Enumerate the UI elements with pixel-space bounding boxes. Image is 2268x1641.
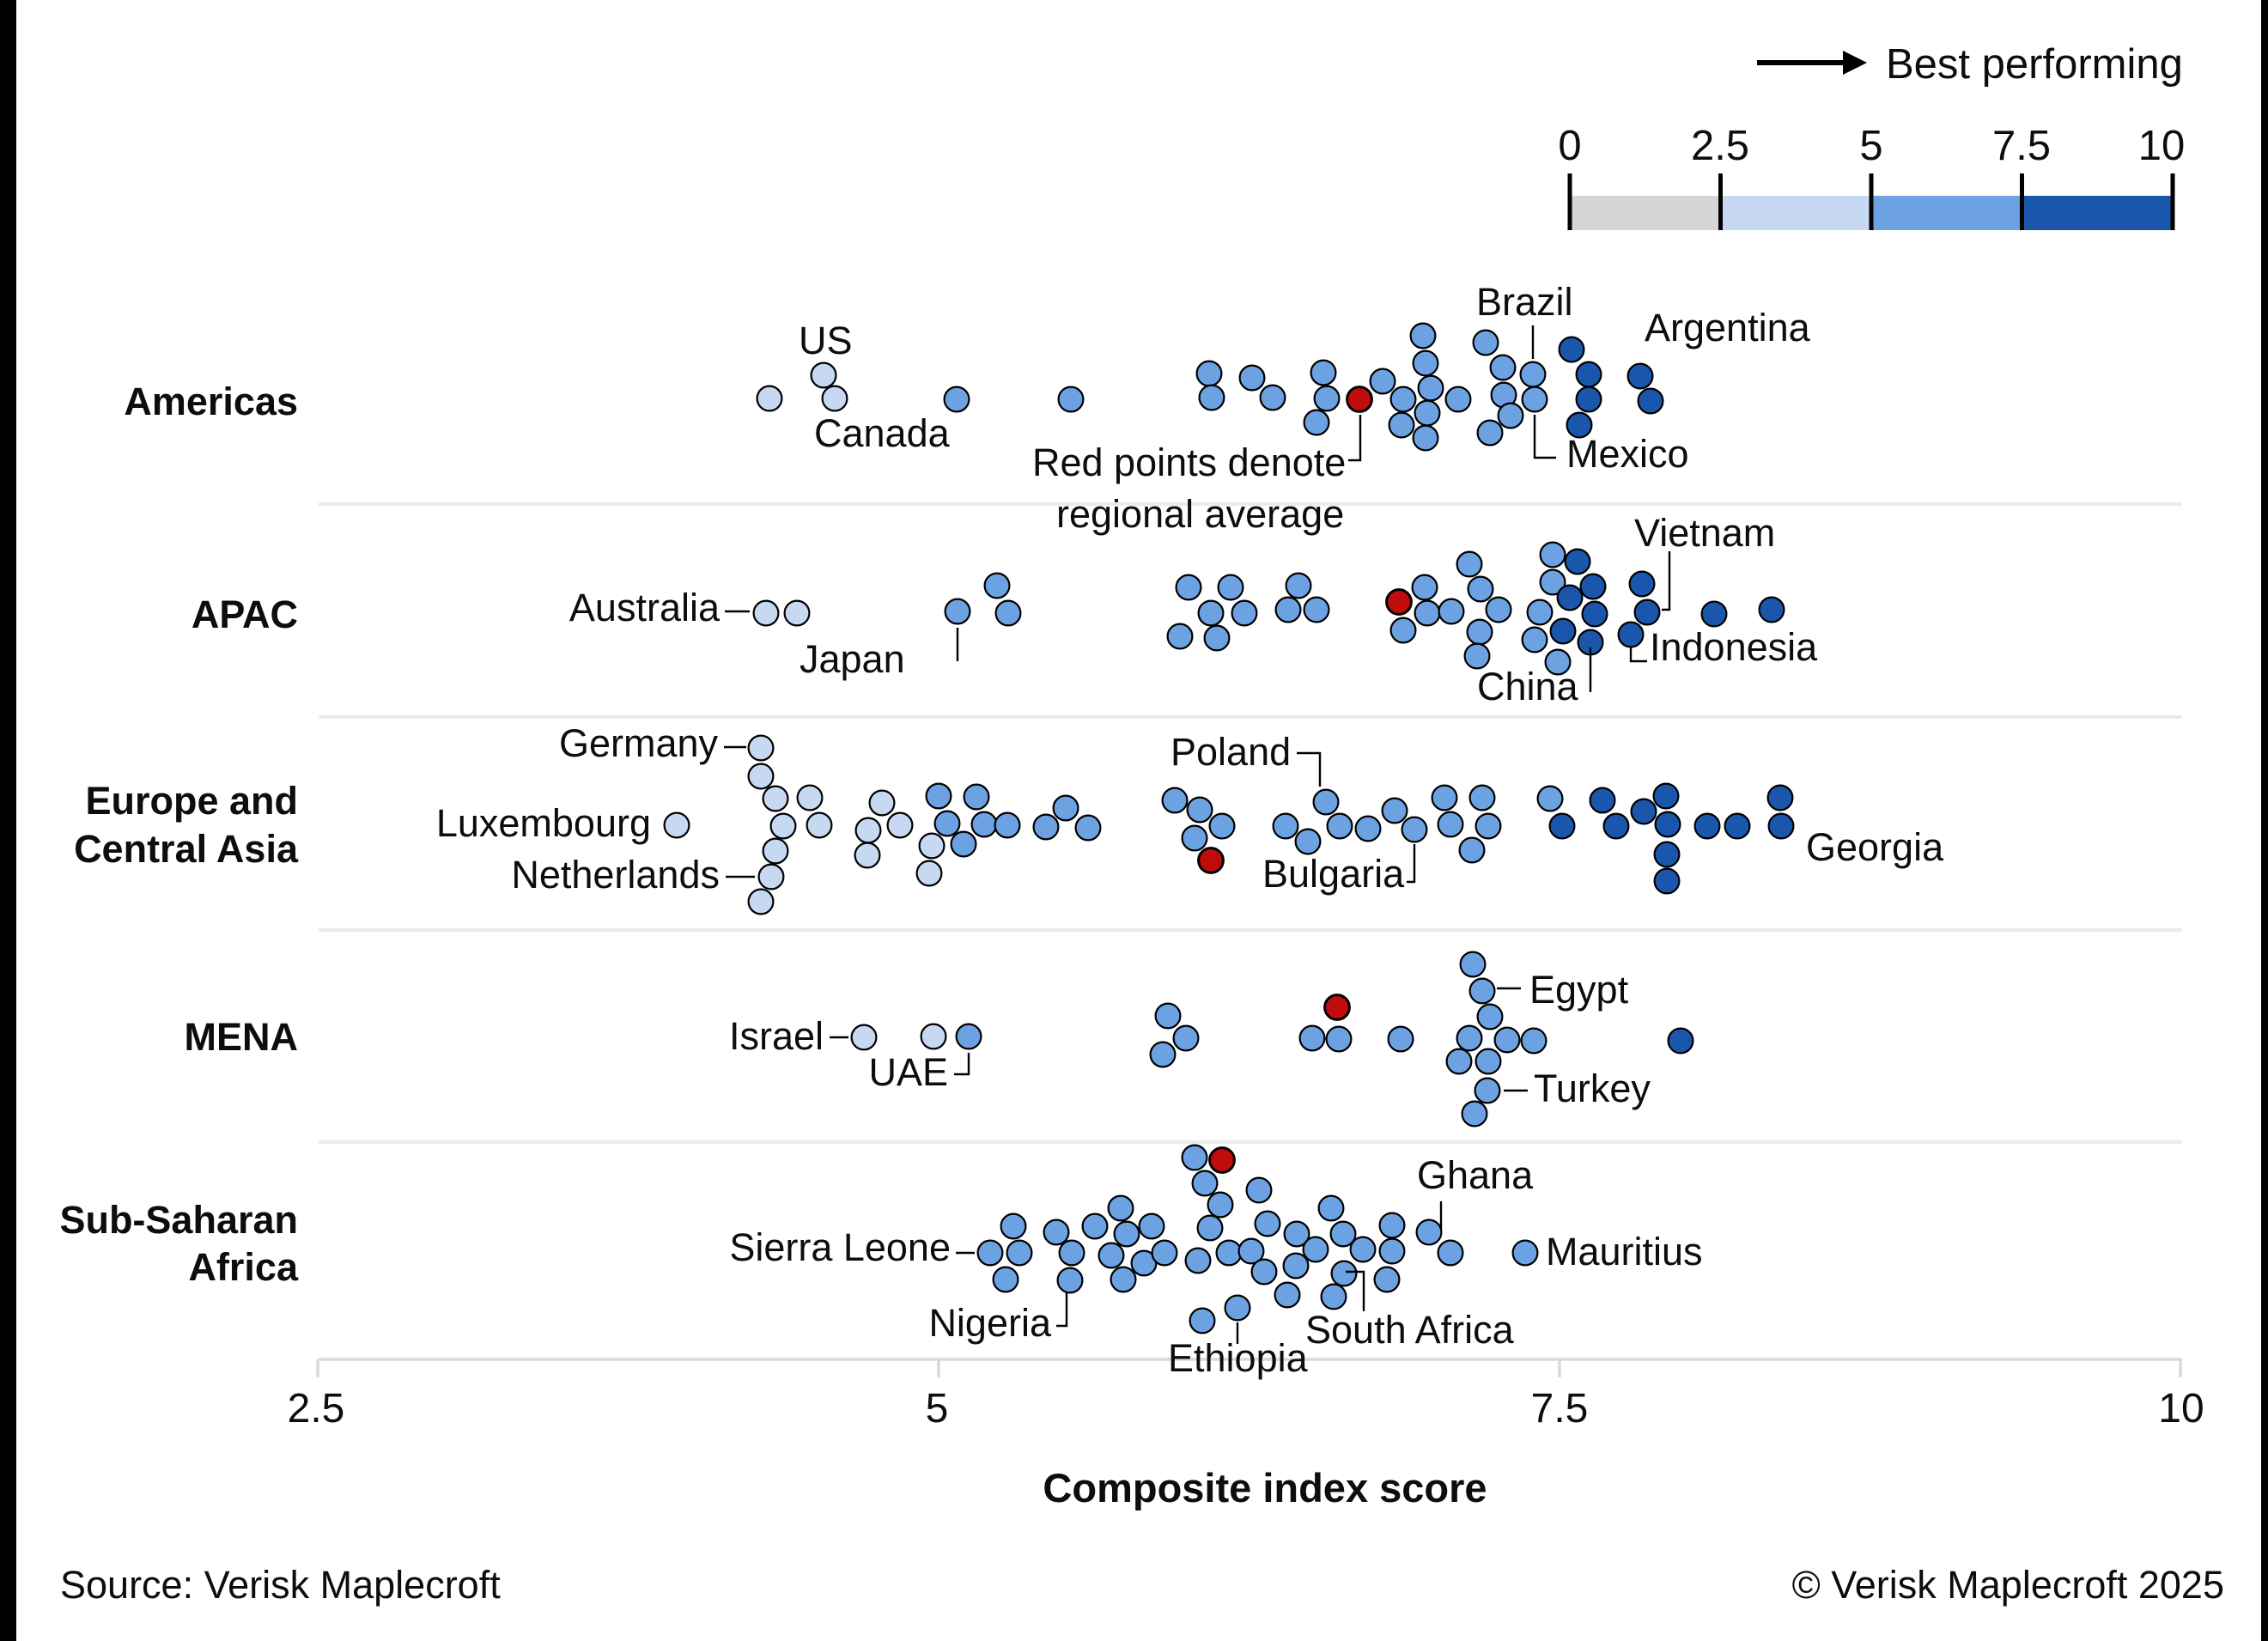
svg-text:Indonesia: Indonesia bbox=[1650, 625, 1818, 669]
svg-text:Argentina: Argentina bbox=[1645, 306, 1811, 349]
svg-text:APAC: APAC bbox=[192, 593, 298, 636]
svg-text:China: China bbox=[1477, 665, 1579, 708]
svg-text:Canada: Canada bbox=[814, 411, 951, 455]
svg-text:Vietnam: Vietnam bbox=[1634, 511, 1775, 555]
svg-text:5: 5 bbox=[926, 1386, 949, 1431]
svg-text:Africa: Africa bbox=[188, 1245, 299, 1289]
svg-text:7.5: 7.5 bbox=[1531, 1386, 1589, 1431]
svg-text:Poland: Poland bbox=[1170, 730, 1291, 774]
svg-text:Red points denote: Red points denote bbox=[1032, 441, 1346, 484]
svg-text:Netherlands: Netherlands bbox=[511, 853, 720, 896]
svg-text:Composite index score: Composite index score bbox=[1043, 1465, 1487, 1510]
svg-text:Germany: Germany bbox=[559, 721, 719, 765]
svg-text:Sierra Leone: Sierra Leone bbox=[729, 1225, 951, 1269]
svg-text:Mexico: Mexico bbox=[1566, 432, 1689, 476]
svg-text:2.5: 2.5 bbox=[1691, 123, 1749, 169]
svg-text:regional average: regional average bbox=[1056, 492, 1344, 536]
svg-text:Source: Verisk Maplecroft: Source: Verisk Maplecroft bbox=[60, 1563, 501, 1607]
svg-text:Israel: Israel bbox=[729, 1014, 824, 1058]
svg-text:Australia: Australia bbox=[569, 586, 721, 629]
svg-text:2.5: 2.5 bbox=[288, 1386, 345, 1431]
svg-text:Mauritius: Mauritius bbox=[1546, 1230, 1703, 1273]
svg-text:Best performing: Best performing bbox=[1886, 41, 2183, 88]
svg-text:Americas: Americas bbox=[124, 380, 298, 423]
svg-text:Georgia: Georgia bbox=[1806, 825, 1944, 869]
svg-text:7.5: 7.5 bbox=[1992, 123, 2051, 169]
svg-text:MENA: MENA bbox=[185, 1015, 299, 1059]
svg-text:Turkey: Turkey bbox=[1534, 1067, 1651, 1110]
svg-text:Brazil: Brazil bbox=[1476, 280, 1573, 324]
svg-text:Bulgaria: Bulgaria bbox=[1262, 852, 1405, 896]
svg-text:Egypt: Egypt bbox=[1529, 968, 1629, 1012]
svg-text:5: 5 bbox=[1859, 123, 1882, 169]
svg-text:0: 0 bbox=[1558, 123, 1581, 169]
svg-text:South Africa: South Africa bbox=[1305, 1308, 1515, 1352]
svg-text:Nigeria: Nigeria bbox=[928, 1301, 1052, 1345]
svg-text:Central Asia: Central Asia bbox=[74, 827, 299, 871]
svg-text:10: 10 bbox=[2158, 1386, 2204, 1431]
svg-text:Ghana: Ghana bbox=[1417, 1153, 1534, 1197]
svg-text:US: US bbox=[799, 319, 853, 362]
svg-text:© Verisk Maplecroft 2025: © Verisk Maplecroft 2025 bbox=[1792, 1563, 2224, 1607]
svg-text:10: 10 bbox=[2138, 123, 2186, 169]
svg-text:Japan: Japan bbox=[800, 637, 905, 681]
svg-text:Europe and: Europe and bbox=[85, 779, 298, 823]
svg-text:UAE: UAE bbox=[868, 1050, 948, 1094]
svg-text:Sub-Saharan: Sub-Saharan bbox=[59, 1198, 298, 1242]
svg-text:Luxembourg: Luxembourg bbox=[436, 801, 651, 845]
